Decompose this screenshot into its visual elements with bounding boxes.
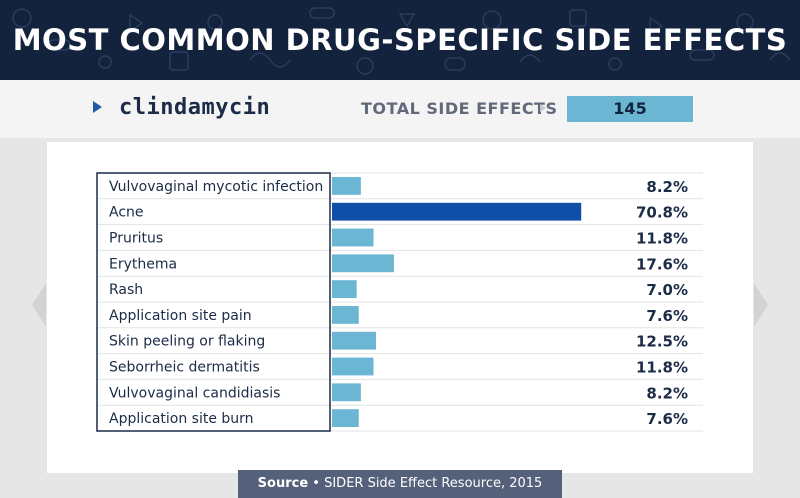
next-arrow-icon[interactable] xyxy=(754,283,768,327)
total-side-effects-value: 145 xyxy=(567,96,693,122)
category-label: Application site burn xyxy=(109,411,254,427)
drug-summary-bar: clindamycin TOTAL SIDE EFFECTS 145 xyxy=(0,80,800,138)
value-label: 17.6% xyxy=(636,255,688,273)
bar xyxy=(332,331,376,350)
bar xyxy=(332,228,374,247)
category-label: Rash xyxy=(109,282,143,298)
chart-card xyxy=(47,142,753,473)
category-label: Vulvovaginal mycotic infection xyxy=(109,179,323,195)
total-side-effects-label: TOTAL SIDE EFFECTS xyxy=(361,99,558,118)
value-label: 7.0% xyxy=(646,281,688,299)
page-title: MOST COMMON DRUG-SPECIFIC SIDE EFFECTS xyxy=(12,23,788,57)
drug-name: clindamycin xyxy=(119,95,271,120)
header: MOST COMMON DRUG-SPECIFIC SIDE EFFECTS xyxy=(0,0,800,80)
value-label: 7.6% xyxy=(646,410,688,428)
bar xyxy=(332,409,359,427)
bar xyxy=(332,177,361,195)
header-doodle-pattern xyxy=(12,7,791,75)
bar xyxy=(332,357,374,376)
previous-arrow-icon[interactable] xyxy=(32,283,46,327)
source-footer: Source • SIDER Side Effect Resource, 201… xyxy=(238,470,562,498)
source-separator: • xyxy=(312,476,320,491)
bar xyxy=(332,383,361,402)
category-label: Acne xyxy=(109,205,144,221)
value-label: 8.2% xyxy=(646,384,688,402)
source-label: Source xyxy=(257,476,309,491)
play-triangle-icon xyxy=(93,101,102,113)
bar xyxy=(332,306,359,324)
value-label: 7.6% xyxy=(646,307,688,325)
value-label: 70.8% xyxy=(636,204,688,222)
category-label: Seborrheic dermatitis xyxy=(109,360,260,376)
arrow-right-icon xyxy=(540,104,546,112)
label-table-border xyxy=(96,172,331,432)
category-label: Pruritus xyxy=(109,231,163,247)
source-text: SIDER Side Effect Resource, 2015 xyxy=(324,476,543,491)
value-label: 11.8% xyxy=(636,359,688,377)
bar xyxy=(332,254,394,273)
category-label: Application site pain xyxy=(109,308,252,324)
value-label: 12.5% xyxy=(636,333,688,351)
category-label: Erythema xyxy=(109,256,177,272)
bar xyxy=(332,202,582,221)
value-label: 8.2% xyxy=(646,178,688,196)
value-label: 11.8% xyxy=(636,230,688,248)
category-label: Skin peeling or flaking xyxy=(109,334,265,350)
bar xyxy=(332,280,357,298)
category-label: Vulvovaginal candidiasis xyxy=(109,385,280,401)
